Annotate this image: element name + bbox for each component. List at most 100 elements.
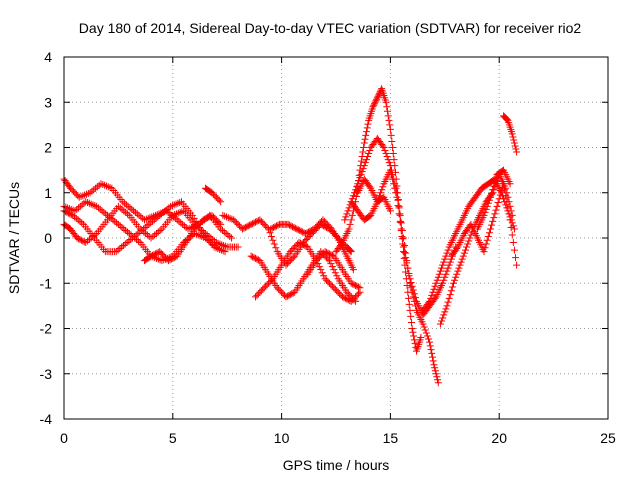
data-point	[154, 248, 162, 256]
data-point	[231, 217, 239, 225]
data-point	[65, 205, 73, 213]
data-point	[86, 189, 94, 197]
data-point	[428, 353, 436, 361]
data-point	[112, 248, 120, 256]
data-point	[374, 92, 382, 100]
data-point	[137, 213, 145, 221]
data-point	[91, 202, 99, 210]
data-point	[288, 290, 296, 298]
data-point	[490, 182, 498, 190]
data-point	[152, 214, 160, 222]
data-point	[356, 174, 364, 182]
data-point	[410, 332, 418, 340]
data-point	[359, 165, 367, 173]
data-point	[154, 213, 162, 221]
data-point	[406, 275, 414, 283]
data-point	[496, 191, 504, 199]
data-point	[142, 215, 150, 223]
data-point	[94, 204, 102, 212]
data-point	[143, 222, 151, 230]
data-point	[314, 255, 322, 263]
data-point	[324, 278, 332, 286]
data-point	[506, 216, 514, 224]
data-point	[510, 225, 518, 233]
data-point	[358, 168, 366, 176]
data-point	[431, 282, 439, 290]
data-point	[286, 248, 294, 256]
data-point	[327, 281, 335, 289]
data-point	[407, 312, 415, 320]
data-point	[198, 232, 206, 240]
data-point	[349, 296, 357, 304]
data-point	[491, 178, 499, 186]
data-point	[285, 291, 293, 299]
data-point	[482, 240, 490, 248]
data-point	[72, 190, 80, 198]
data-point	[307, 226, 315, 234]
x-tick-label: 0	[60, 430, 68, 446]
data-point	[87, 200, 95, 208]
data-point	[467, 231, 475, 239]
data-point	[149, 232, 157, 240]
data-point	[310, 225, 318, 233]
data-point	[434, 376, 442, 384]
data-point	[170, 201, 178, 209]
data-point	[134, 229, 142, 237]
data-point	[289, 245, 297, 253]
data-point	[253, 291, 261, 299]
data-point	[212, 216, 220, 224]
data-point	[287, 222, 295, 230]
data-point	[347, 247, 355, 255]
data-point	[263, 281, 271, 289]
data-point	[289, 289, 297, 297]
data-point	[151, 250, 159, 258]
data-point	[148, 251, 156, 259]
data-point	[208, 189, 216, 197]
data-point	[424, 299, 432, 307]
data-point	[284, 220, 292, 228]
data-point	[222, 229, 230, 237]
data-point	[240, 224, 248, 232]
data-point	[492, 206, 500, 214]
data-point	[247, 252, 255, 260]
data-point	[138, 226, 146, 234]
data-point	[296, 226, 304, 234]
data-point	[131, 234, 139, 242]
data-point	[313, 222, 321, 230]
data-point	[331, 269, 339, 277]
data-point	[336, 290, 344, 298]
data-point	[486, 225, 494, 233]
data-point	[411, 340, 419, 348]
data-point	[385, 116, 393, 124]
data-point	[265, 279, 273, 287]
data-point	[492, 174, 500, 182]
data-point	[212, 243, 220, 251]
data-point	[82, 239, 90, 247]
x-tick-label: 20	[491, 430, 507, 446]
data-point	[84, 190, 92, 198]
data-point	[489, 186, 497, 194]
data-point	[480, 211, 488, 219]
data-point	[502, 192, 510, 200]
data-point	[343, 210, 351, 218]
data-point	[502, 184, 510, 192]
data-point	[353, 183, 361, 191]
data-point	[125, 237, 133, 245]
data-point	[408, 282, 416, 290]
data-point	[380, 144, 388, 151]
data-point	[191, 225, 199, 233]
data-point	[445, 294, 453, 302]
data-point	[85, 199, 93, 207]
data-point	[215, 196, 223, 204]
data-point	[328, 251, 336, 259]
data-point	[119, 242, 127, 250]
data-point	[352, 282, 360, 290]
data-point	[133, 236, 141, 244]
data-point	[274, 221, 282, 229]
data-point	[513, 148, 521, 156]
data-point	[76, 202, 84, 210]
data-point	[273, 222, 281, 230]
data-point	[238, 225, 246, 233]
data-point	[503, 198, 511, 206]
data-point	[233, 219, 241, 227]
